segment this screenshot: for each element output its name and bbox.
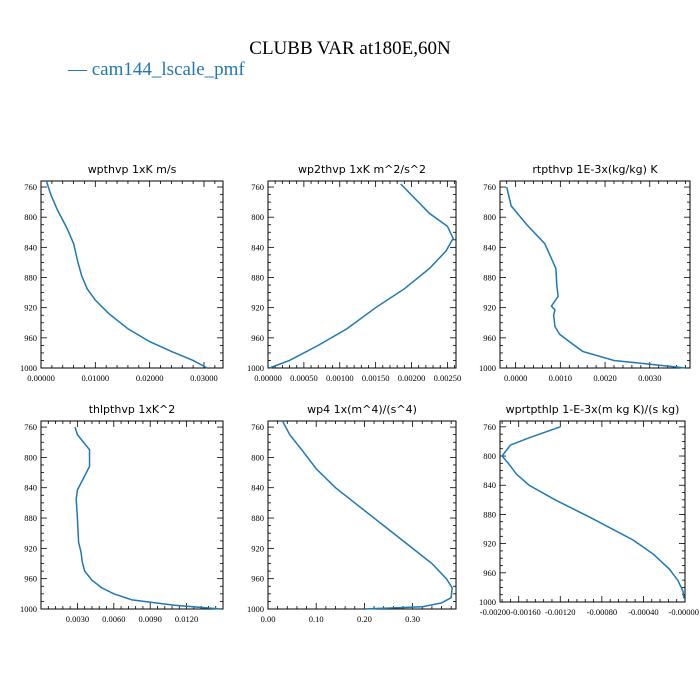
chart-panel-3: rtpthvp 1E-3x(kg/kg) K 760 800 840 880 920 960… <box>479 163 691 383</box>
plot-frame <box>499 180 691 369</box>
panels-group: wpthvp 1xK m/s76080084088092096010000.00… <box>20 163 699 624</box>
y-tick-label: 1000 <box>247 363 264 373</box>
series-line-1 <box>269 183 454 369</box>
chart-panel-1: wpthvp 1xK m/s 760 800 840 880 920 960 10000.00… <box>20 163 224 383</box>
panel-title: rtpthvp 1E-3x(kg/kg) K <box>532 163 658 176</box>
x-tick-label: 0.0020 <box>593 373 616 383</box>
y-tick-label: 800 <box>483 212 496 222</box>
y-tick-label: 1000 <box>479 363 496 373</box>
x-tick-label: 0.00050 <box>290 373 318 383</box>
x-tick-label: -0.00000 <box>669 607 699 617</box>
y-tick-label: 800 <box>251 212 264 222</box>
y-tick-label: 1000 <box>479 597 496 607</box>
y-tick-label: 840 <box>251 242 264 252</box>
y-tick-label: 920 <box>483 303 496 313</box>
series-line-1 <box>281 420 453 610</box>
y-tick-label: 1000 <box>20 363 37 373</box>
y-tick-label: 800 <box>483 451 496 461</box>
y-tick-label: 880 <box>483 273 496 283</box>
x-tick-label: 0.00 <box>261 614 276 624</box>
chart-panel-4: thlpthvp 1xK^2 760 800 840 880 920 960 1000 0.00… <box>20 403 224 624</box>
y-tick-label: 960 <box>24 333 37 343</box>
series-line-1 <box>74 426 221 610</box>
x-tick-label: -0.00080 <box>587 607 617 617</box>
y-tick-label: 1000 <box>247 604 264 614</box>
plot-frame <box>40 180 224 369</box>
y-tick-label: 880 <box>483 509 496 519</box>
x-tick-label: 0.0030 <box>638 373 661 383</box>
x-tick-label: 0.00250 <box>434 373 462 383</box>
y-tick-label: 840 <box>24 483 37 493</box>
y-tick-label: 960 <box>251 333 264 343</box>
y-tick-label: 880 <box>251 273 264 283</box>
y-tick-label: 840 <box>24 242 37 252</box>
y-tick-label: 960 <box>24 574 37 584</box>
x-tick-label: 0.0030 <box>66 614 89 624</box>
chart-panel-5: wp4 1x(m^4)/(s^4)76080084088092096010000… <box>247 403 457 624</box>
y-tick-label: 760 <box>24 422 37 432</box>
chart-panel-2: wp2thvp 1xK m^2/s^2 760 800 840 880 920 960 100… <box>247 163 461 383</box>
x-tick-label: 0.02000 <box>136 373 164 383</box>
x-tick-label: 0.00100 <box>326 373 354 383</box>
y-tick-label: 920 <box>24 303 37 313</box>
x-tick-label: 0.0010 <box>549 373 572 383</box>
panel-title: wpthvp 1xK m/s <box>88 163 177 176</box>
y-tick-label: 880 <box>24 273 37 283</box>
x-tick-label: 0.01000 <box>82 373 110 383</box>
plot-frame <box>40 420 224 610</box>
series-line-1 <box>501 426 685 599</box>
plot-frame <box>267 420 457 610</box>
chart-panel-6: wprtpthlp 1-E-3x(m kg K)/(s kg) 760 800 840… <box>479 403 699 617</box>
y-tick-label: 800 <box>251 452 264 462</box>
panel-title: thlpthvp 1xK^2 <box>89 403 176 416</box>
panel-title: wp2thvp 1xK m^2/s^2 <box>298 163 426 176</box>
y-tick-label: 920 <box>24 543 37 553</box>
y-tick-label: 760 <box>251 182 264 192</box>
y-tick-label: 760 <box>483 422 496 432</box>
y-tick-label: 920 <box>251 303 264 313</box>
figure-title: CLUBB VAR at180E,60N <box>249 38 451 59</box>
y-tick-label: 960 <box>251 574 264 584</box>
y-tick-label: 960 <box>483 568 496 578</box>
x-tick-label: 0.0120 <box>175 614 198 624</box>
y-tick-label: 880 <box>24 513 37 523</box>
y-tick-label: 840 <box>483 480 496 490</box>
y-tick-label: 960 <box>483 333 496 343</box>
x-tick-label: 0.0060 <box>102 614 125 624</box>
y-tick-label: 760 <box>251 422 264 432</box>
y-tick-label: 1000 <box>20 604 37 614</box>
legend-entry: — cam144_lscale_pmf <box>67 59 245 80</box>
x-tick-label: 0.00000 <box>27 373 55 383</box>
y-tick-label: 920 <box>483 539 496 549</box>
panel-title: wprtpthlp 1-E-3x(m kg K)/(s kg) <box>506 403 680 416</box>
x-tick-label: 0.0090 <box>139 614 162 624</box>
x-tick-label: 0.20 <box>357 614 372 624</box>
panel-title: wp4 1x(m^4)/(s^4) <box>307 403 417 416</box>
y-tick-label: 800 <box>24 452 37 462</box>
series-line-1 <box>45 180 208 369</box>
y-tick-label: 760 <box>24 182 37 192</box>
x-tick-label: 0.30 <box>405 614 420 624</box>
series-line-1 <box>505 186 686 369</box>
x-tick-label: 0.03000 <box>190 373 218 383</box>
y-tick-label: 800 <box>24 212 37 222</box>
x-tick-label: -0.00040 <box>628 607 658 617</box>
y-tick-label: 920 <box>251 543 264 553</box>
plot-frame <box>499 420 686 603</box>
x-tick-label: -0.00200-0.00160 <box>480 607 541 617</box>
x-tick-label: 0.10 <box>309 614 324 624</box>
x-tick-label: 0.00150 <box>362 373 390 383</box>
x-tick-label: -0.00120 <box>545 607 575 617</box>
x-tick-label: 0.0000 <box>504 373 527 383</box>
y-tick-label: 840 <box>483 242 496 252</box>
y-tick-label: 760 <box>483 182 496 192</box>
x-tick-label: 0.00200 <box>398 373 426 383</box>
y-tick-label: 840 <box>251 483 264 493</box>
plot-frame <box>267 180 457 369</box>
x-tick-label: 0.00000 <box>254 373 282 383</box>
y-tick-label: 880 <box>251 513 264 523</box>
